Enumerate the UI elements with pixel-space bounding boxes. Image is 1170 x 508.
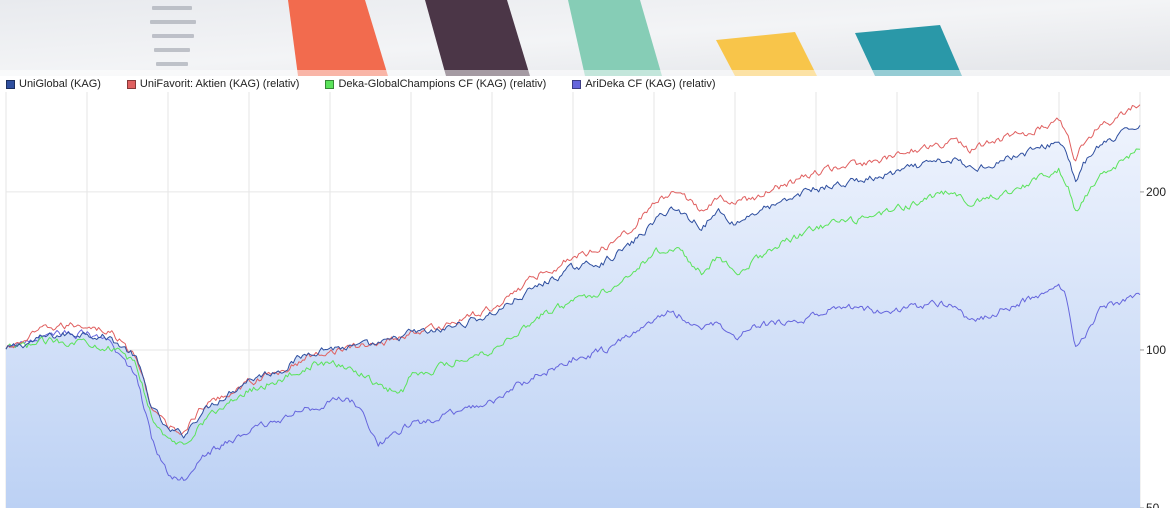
legend-swatch [126, 79, 136, 89]
legend-swatch [325, 79, 335, 89]
legend-label: UniGlobal (KAG) [19, 78, 101, 90]
legend-label: Deka-GlobalChampions CF (KAG) (relativ) [338, 78, 547, 90]
header-photo-graphic [0, 0, 1170, 76]
series-line-unifavorit [5, 104, 1141, 435]
chart-area-fill [6, 125, 1140, 508]
chart-series-lines [5, 104, 1141, 481]
legend-swatch [572, 79, 582, 89]
header-photo [0, 0, 1170, 76]
chart-legend: UniGlobal (KAG) UniFavorit: Aktien (KAG)… [0, 76, 1170, 92]
legend-swatch [6, 79, 15, 89]
legend-item-unifavorit[interactable]: UniFavorit: Aktien (KAG) (relativ) [126, 78, 300, 90]
legend-item-uniglobal[interactable]: UniGlobal (KAG) [6, 78, 101, 90]
area-fill-uniglobal [6, 125, 1140, 508]
y-axis: 50 100 200 [1140, 185, 1166, 508]
series-line-uniglobal [5, 125, 1141, 439]
y-tick-label: 50 [1146, 501, 1160, 508]
series-line-arideka [5, 283, 1141, 481]
series-line-deka-globalchampions [5, 148, 1141, 445]
y-tick-label: 200 [1146, 185, 1166, 199]
legend-label: UniFavorit: Aktien (KAG) (relativ) [139, 78, 300, 90]
legend-item-deka-globalchampions[interactable]: Deka-GlobalChampions CF (KAG) (relativ) [325, 78, 546, 90]
performance-chart: 50 100 200 [5, 92, 1166, 508]
y-tick-label: 100 [1146, 343, 1166, 357]
legend-item-arideka[interactable]: AriDeka CF (KAG) (relativ) [572, 78, 716, 90]
legend-label: AriDeka CF (KAG) (relativ) [585, 78, 716, 90]
